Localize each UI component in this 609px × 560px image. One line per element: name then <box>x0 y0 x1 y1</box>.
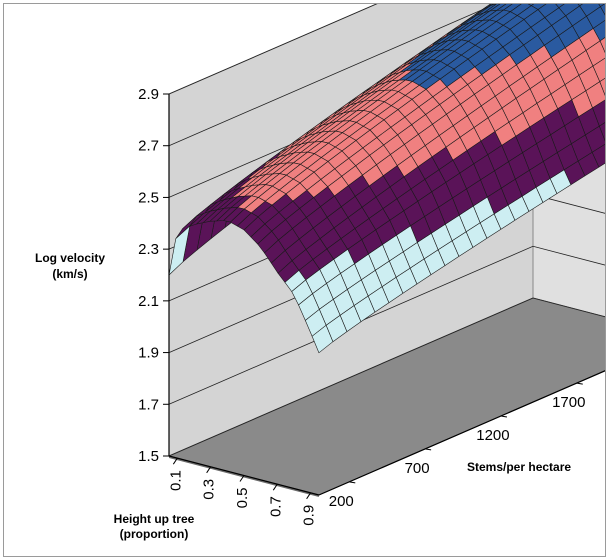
surface-chart: 1.5 1.7 1.9 2.1 2.3 2.5 2.7 2.9 0.1 0.3 0.5 0.7 0.9… <box>35 4 605 541</box>
y-tick-mark <box>500 415 508 418</box>
x-tick-label: 0.5 <box>234 488 251 509</box>
z-tick-label: 2.7 <box>138 138 159 155</box>
z-tick-label: 2.9 <box>138 86 159 103</box>
surface-mesh <box>168 4 605 354</box>
gridline <box>168 297 605 457</box>
x-tick-label: 0.7 <box>267 496 284 517</box>
z-tick-label: 2.1 <box>138 293 159 310</box>
y-tick-label: 200 <box>329 493 354 510</box>
x-axis-title-line2: (proportion) <box>120 527 189 541</box>
x-axis-ticks: 0.1 0.3 0.5 0.7 0.9 <box>167 457 318 526</box>
x-axis-title-line1: Height up tree <box>114 512 195 526</box>
x-tick-mark <box>172 457 178 465</box>
z-tick-label: 1.5 <box>138 448 159 465</box>
y-tick-mark <box>576 382 583 385</box>
y-axis-ticks: 200700120017002200 <box>329 382 585 510</box>
y-tick-mark <box>425 448 432 451</box>
chart-frame: 1.5 1.7 1.9 2.1 2.3 2.5 2.7 2.9 0.1 0.3 0.5 0.7 0.9… <box>3 3 606 557</box>
x-tick-label: 0.1 <box>167 470 184 491</box>
gridline <box>168 245 605 405</box>
y-tick-mark <box>349 481 356 484</box>
z-axis-title-line1: Log velocity <box>35 251 105 265</box>
y-tick-label: 1700 <box>552 394 585 411</box>
x-tick-label: 0.3 <box>201 479 218 500</box>
x-tick-mark <box>272 483 278 491</box>
z-tick-label: 1.9 <box>138 345 159 362</box>
y-tick-label: 1200 <box>476 427 509 444</box>
z-tick-label: 2.5 <box>138 189 159 206</box>
y-axis-title: Stems/per hectare <box>467 460 571 474</box>
x-tick-mark <box>206 466 212 474</box>
z-tick-label: 2.3 <box>138 241 159 258</box>
y-tick-label: 700 <box>405 460 430 477</box>
x-tick-mark <box>239 475 245 482</box>
surface-cell <box>168 225 191 276</box>
x-tick-label: 0.9 <box>301 505 318 526</box>
z-axis-title-line2: (km/s) <box>52 267 87 281</box>
z-tick-label: 1.7 <box>138 396 159 413</box>
gridline <box>168 4 378 95</box>
z-axis-ticks: 1.5 1.7 1.9 2.1 2.3 2.5 2.7 2.9 <box>138 86 169 465</box>
gridline <box>168 4 605 147</box>
x-tick-mark <box>306 492 312 500</box>
surface-cell <box>577 4 583 7</box>
